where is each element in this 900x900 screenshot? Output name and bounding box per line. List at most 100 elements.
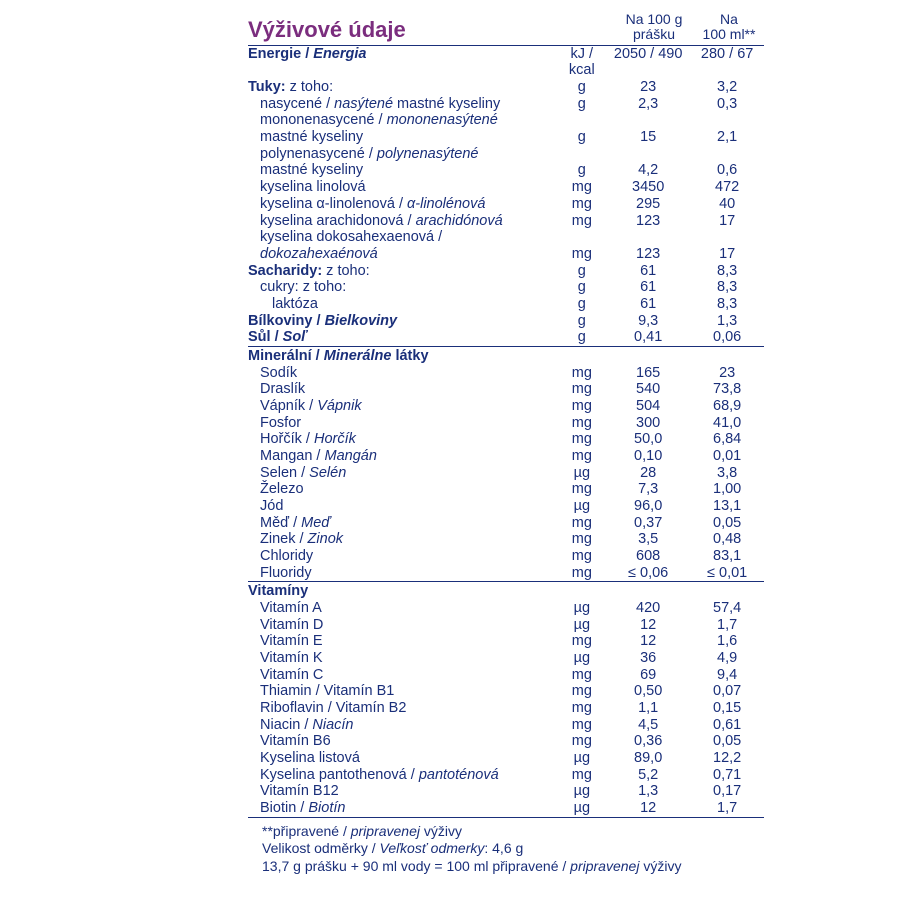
unit: [558, 582, 606, 600]
unit: g: [558, 162, 606, 179]
table-row: Minerální / Minerálne látky: [248, 346, 764, 364]
table-row: nasycené / nasýtené mastné kyselinyg2,30…: [248, 96, 764, 113]
unit: mg: [558, 246, 606, 263]
column-header-per100ml: Na100 ml**: [694, 12, 764, 43]
nutrient-label: Minerální / Minerálne látky: [248, 346, 558, 364]
unit: g: [558, 313, 606, 330]
nutrient-label: polynenasycené / polynenasýtené: [248, 146, 558, 163]
unit: µg: [558, 650, 606, 667]
nutrient-label: Jód: [248, 498, 558, 515]
value-per100ml: 8,3: [690, 263, 764, 280]
table-row: mononenasycené / mononenasýtené: [248, 112, 764, 129]
nutrient-label: Vitamín D: [248, 617, 558, 634]
value-per100ml: 1,6: [690, 633, 764, 650]
table-row: dokozahexaénovámg12317: [248, 246, 764, 263]
nutrient-label: Vitamín E: [248, 633, 558, 650]
nutrient-label: Kyselina pantothenová / pantoténová: [248, 767, 558, 784]
unit: µg: [558, 750, 606, 767]
table-row: kyselina linolovámg3450472: [248, 179, 764, 196]
value-per100g: 15: [606, 129, 690, 146]
value-per100g: 0,37: [606, 515, 690, 532]
value-per100g: 69: [606, 667, 690, 684]
nutrient-label: Chloridy: [248, 548, 558, 565]
value-per100g: 36: [606, 650, 690, 667]
table-row: Sodíkmg16523: [248, 365, 764, 382]
nutrient-label: Riboflavin / Vitamín B2: [248, 700, 558, 717]
value-per100ml: 1,7: [690, 617, 764, 634]
nutrient-label: Vitamín C: [248, 667, 558, 684]
value-per100ml: 0,01: [690, 448, 764, 465]
unit: mg: [558, 415, 606, 432]
value-per100g: 0,10: [606, 448, 690, 465]
table-row: Měď / Meďmg0,370,05: [248, 515, 764, 532]
value-per100g: 0,41: [606, 329, 690, 346]
table-row: Vitamín Cmg699,4: [248, 667, 764, 684]
unit: µg: [558, 498, 606, 515]
title: Výživové údaje: [248, 17, 614, 43]
table-row: Energie / EnergiakJ / kcal2050 / 490280 …: [248, 46, 764, 79]
table-row: kyselina arachidonová / arachidónovámg12…: [248, 213, 764, 230]
value-per100g: 3450: [606, 179, 690, 196]
value-per100ml: 8,3: [690, 279, 764, 296]
value-per100g: 2,3: [606, 96, 690, 113]
table-row: mastné kyselinyg4,20,6: [248, 162, 764, 179]
nutrient-label: Vitamín K: [248, 650, 558, 667]
table-row: Železomg7,31,00: [248, 481, 764, 498]
nutrient-label: Biotin / Biotín: [248, 800, 558, 817]
table-row: Tuky: z toho:g233,2: [248, 79, 764, 96]
unit: g: [558, 279, 606, 296]
nutrient-label: Fluoridy: [248, 565, 558, 582]
nutrient-label: Mangan / Mangán: [248, 448, 558, 465]
table-row: kyselina dokosahexaenová /: [248, 229, 764, 246]
nutrient-label: Energie / Energia: [248, 46, 558, 79]
value-per100g: 165: [606, 365, 690, 382]
nutrient-label: kyselina α-linolenová / α-linolénová: [248, 196, 558, 213]
table-row: Vitamín Kµg364,9: [248, 650, 764, 667]
table-row: Biotin / Biotínµg121,7: [248, 800, 764, 817]
unit: g: [558, 129, 606, 146]
nutrient-label: Fosfor: [248, 415, 558, 432]
table-row: Vitamíny: [248, 582, 764, 600]
value-per100g: 61: [606, 296, 690, 313]
header-row: Výživové údaje Na 100 gprášku Na100 ml**: [248, 12, 764, 46]
value-per100ml: 0,05: [690, 733, 764, 750]
value-per100g: 9,3: [606, 313, 690, 330]
nutrient-label: Vitamín B6: [248, 733, 558, 750]
table-row: Bílkoviny / Bielkovinyg9,31,3: [248, 313, 764, 330]
value-per100g: 61: [606, 263, 690, 280]
value-per100g: 1,1: [606, 700, 690, 717]
nutrient-label: kyselina arachidonová / arachidónová: [248, 213, 558, 230]
nutrition-table: Energie / EnergiakJ / kcal2050 / 490280 …: [248, 46, 764, 821]
value-per100ml: ≤ 0,01: [690, 565, 764, 582]
value-per100g: 89,0: [606, 750, 690, 767]
unit: mg: [558, 733, 606, 750]
value-per100g: 61: [606, 279, 690, 296]
unit: mg: [558, 431, 606, 448]
table-row: Selen / Selénµg283,8: [248, 465, 764, 482]
value-per100ml: 0,71: [690, 767, 764, 784]
value-per100ml: 1,3: [690, 313, 764, 330]
value-per100g: 4,2: [606, 162, 690, 179]
unit: µg: [558, 600, 606, 617]
value-per100g: 300: [606, 415, 690, 432]
value-per100ml: 0,05: [690, 515, 764, 532]
footnotes: **připravené / pripravenej výživyVelikos…: [248, 823, 764, 876]
unit: mg: [558, 481, 606, 498]
table-row: mastné kyselinyg152,1: [248, 129, 764, 146]
value-per100ml: 472: [690, 179, 764, 196]
unit: mg: [558, 531, 606, 548]
nutrient-label: Draslík: [248, 381, 558, 398]
nutrient-label: Kyselina listová: [248, 750, 558, 767]
unit: mg: [558, 565, 606, 582]
value-per100ml: 1,7: [690, 800, 764, 817]
value-per100ml: [690, 146, 764, 163]
table-row: Vitamín B6mg0,360,05: [248, 733, 764, 750]
unit: mg: [558, 398, 606, 415]
value-per100ml: 3,2: [690, 79, 764, 96]
footnote-line: 13,7 g prášku + 90 ml vody = 100 ml přip…: [262, 858, 764, 876]
nutrient-label: Bílkoviny / Bielkoviny: [248, 313, 558, 330]
value-per100ml: [690, 582, 764, 600]
nutrient-label: Vitamín B12: [248, 783, 558, 800]
unit: mg: [558, 213, 606, 230]
value-per100ml: 0,15: [690, 700, 764, 717]
